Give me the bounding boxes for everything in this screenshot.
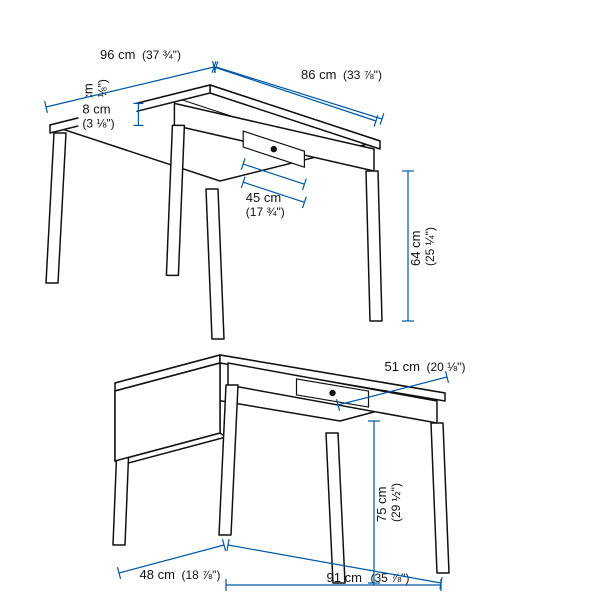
svg-text:8 cm: 8 cm	[82, 101, 110, 116]
svg-text:(25 ¼"): (25 ¼")	[423, 227, 437, 266]
svg-text:(29 ½"): (29 ½")	[389, 483, 403, 522]
svg-text:(33 ⅞"): (33 ⅞")	[343, 68, 382, 82]
svg-text:(17 ¾"): (17 ¾")	[246, 205, 285, 219]
svg-text:(37 ¾"): (37 ¾")	[142, 48, 181, 62]
svg-text:64 cm: 64 cm	[408, 231, 423, 266]
svg-text:(3 ⅛"): (3 ⅛")	[82, 116, 114, 130]
table-bottom-view: 51 cm(20 ⅛")75 cm(29 ½")91 cm(35 ⅞")48 c…	[113, 355, 465, 585]
table-top-view: 96 cm(37 ¾")86 cm(33 ⅞")8 cm(3 ⅛")8 cm(3…	[46, 47, 437, 339]
svg-text:91 cm: 91 cm	[327, 570, 362, 585]
svg-text:51 cm: 51 cm	[385, 359, 420, 374]
svg-text:86 cm: 86 cm	[301, 67, 336, 82]
svg-text:(18 ⅞"): (18 ⅞")	[182, 568, 221, 582]
svg-text:75 cm: 75 cm	[374, 487, 389, 522]
drawer-knob	[271, 146, 277, 152]
svg-text:96 cm: 96 cm	[100, 47, 135, 62]
svg-text:48 cm: 48 cm	[140, 567, 175, 582]
